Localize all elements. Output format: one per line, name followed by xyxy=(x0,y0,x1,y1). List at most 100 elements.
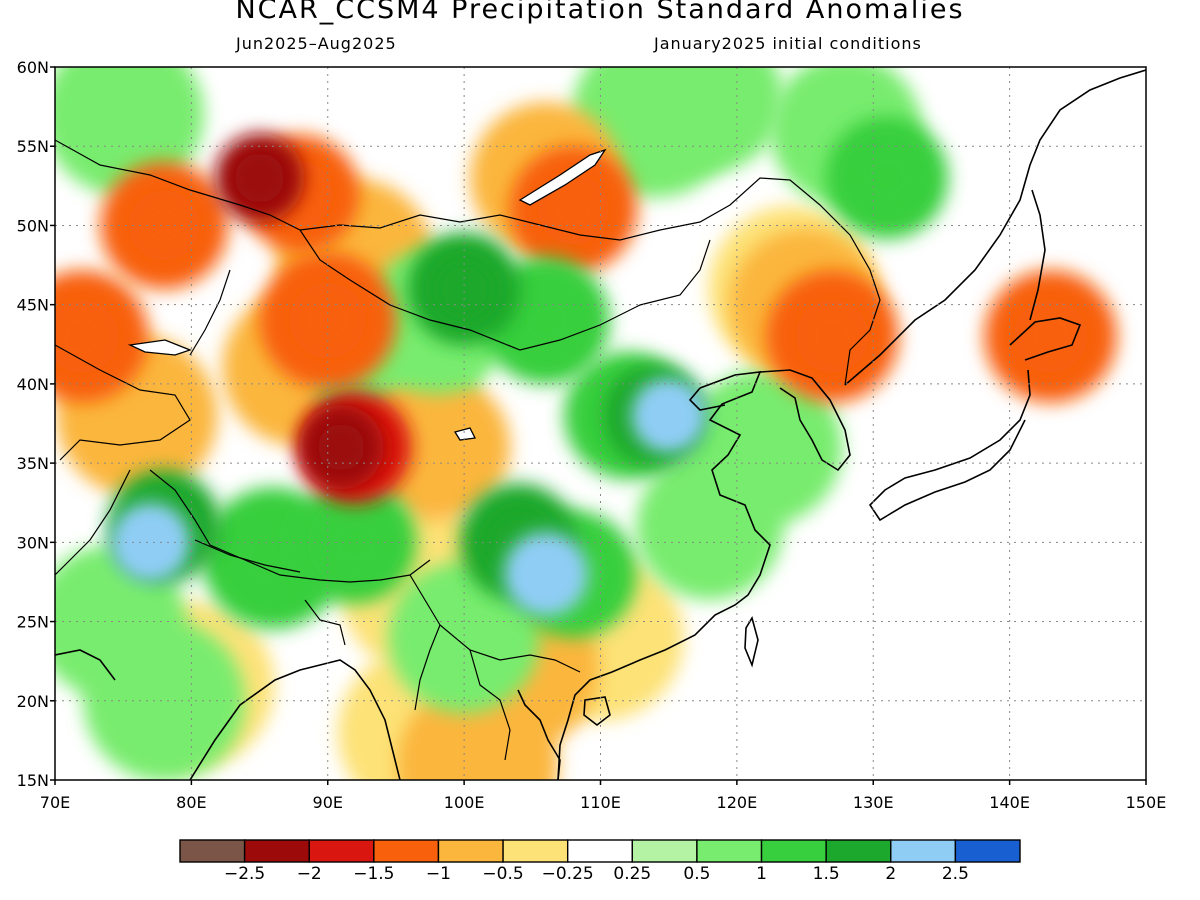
border-thailand-laos xyxy=(469,649,511,761)
border-myanmar xyxy=(409,574,441,711)
axis-ticks: 60N 55N 50N 45N 40N 35N 30N 25N 20N 15N 70E 80E 90E 1… xyxy=(17,58,1167,812)
lat-tick-label: 35N xyxy=(17,454,49,473)
lake-balkhash xyxy=(127,339,192,356)
colorbar-swatch xyxy=(373,839,440,863)
lon-tick-label: 100E xyxy=(444,793,485,812)
colorbar-tick-label: −0.5 xyxy=(482,864,523,884)
colorbar-tick-label: 0.5 xyxy=(683,864,710,884)
colorbar-swatch xyxy=(502,839,569,863)
colorbar-swatch xyxy=(179,839,246,863)
anomaly-region xyxy=(636,453,783,600)
colorbar-swatch xyxy=(308,839,375,863)
anomaly-core xyxy=(129,190,200,261)
colorbar-swatch xyxy=(566,839,634,863)
lon-tick-label: 120E xyxy=(717,793,758,812)
anomaly-region xyxy=(363,373,511,521)
initial-conditions: January2025 initial conditions xyxy=(654,34,922,53)
border-central-asia xyxy=(55,344,191,461)
anomaly-core xyxy=(55,299,119,373)
forecast-period: Jun2025–Aug2025 xyxy=(236,34,397,53)
anomaly-core xyxy=(538,174,609,245)
lon-tick-label: 80E xyxy=(176,793,206,812)
colorbar-swatch xyxy=(243,839,310,863)
colorbar-swatch xyxy=(760,839,827,863)
coastline-russia-east xyxy=(844,69,1146,386)
colorbar-tick-label: 0.25 xyxy=(613,864,651,884)
coastline-korea xyxy=(759,369,851,472)
anomaly-field xyxy=(55,67,1117,780)
lat-tick-label: 30N xyxy=(17,533,49,552)
lat-tick-label: 15N xyxy=(17,771,49,790)
lon-tick-label: 150E xyxy=(1126,793,1167,812)
lon-tick-label: 90E xyxy=(313,793,343,812)
lon-tick-label: 110E xyxy=(580,793,621,812)
lat-tick-label: 20N xyxy=(17,692,49,711)
lat-tick-label: 25N xyxy=(17,613,49,632)
colorbar-tick-label: −0.25 xyxy=(542,864,594,884)
anomaly-core xyxy=(853,144,921,212)
anomaly-core xyxy=(321,508,389,577)
lat-tick-label: 60N xyxy=(17,58,49,77)
lon-tick-label: 70E xyxy=(40,793,70,812)
coastline-japan-hokkaido xyxy=(1009,317,1082,361)
coastline-japan-honshu xyxy=(868,369,1031,522)
colorbar-tick-label: −1.5 xyxy=(353,864,394,884)
border-nepal-india xyxy=(194,539,301,573)
coastline-taiwan xyxy=(744,615,759,668)
lake-qinghai xyxy=(453,427,476,441)
colorbar-tick-label: 2 xyxy=(885,864,896,884)
coastline-hainan xyxy=(583,696,611,727)
anomaly-core xyxy=(235,153,285,203)
chart-title: NCAR_CCSM4 Precipitation Standard Anomal… xyxy=(235,0,965,25)
border-russia-kazakhstan xyxy=(55,139,301,231)
coastline-indochina xyxy=(517,689,561,780)
colorbar-tick-label: −2.5 xyxy=(224,864,265,884)
anomaly-core xyxy=(795,299,869,373)
lat-tick-label: 50N xyxy=(17,216,49,235)
anomaly-region xyxy=(55,545,186,698)
border-india-pakistan xyxy=(55,469,131,576)
lat-tick-label: 55N xyxy=(17,137,49,156)
coastlines xyxy=(55,69,1146,780)
anomaly-region xyxy=(636,67,783,173)
border-mongolia-china xyxy=(299,229,711,351)
colorbar-tick-label: −2 xyxy=(297,864,322,884)
colorbar-swatch xyxy=(631,839,698,863)
border-russia-china-mongolia xyxy=(299,177,881,386)
coastline-sakhalin xyxy=(1029,189,1046,321)
colorbar: −2.5 −2 −1.5 −1 −0.5 −0.25 0.25 0.5 1 1.5 2 2.5 xyxy=(179,839,1021,884)
colorbar-swatch xyxy=(825,839,892,863)
lakes xyxy=(127,148,607,441)
lon-tick-label: 140E xyxy=(989,793,1030,812)
lake-baikal xyxy=(518,148,607,206)
anomaly-core xyxy=(522,550,570,598)
anomaly-core xyxy=(318,424,365,471)
border-china-kazakhstan xyxy=(189,269,231,356)
anomaly-core xyxy=(234,519,313,598)
colorbar-swatch xyxy=(954,839,1021,863)
anomaly-region xyxy=(388,561,540,714)
border-china-indochina xyxy=(439,624,581,673)
anomaly-core xyxy=(510,285,582,356)
lon-tick-label: 130E xyxy=(853,793,894,812)
coastline-bay-of-bengal xyxy=(189,659,401,780)
lat-tick-label: 45N xyxy=(17,296,49,315)
colorbar-swatch xyxy=(890,839,957,863)
colorbar-tick-label: −1 xyxy=(426,864,451,884)
anomaly-core xyxy=(648,395,690,437)
lat-tick-label: 40N xyxy=(17,375,49,394)
anomaly-core xyxy=(432,257,496,320)
coastline-bohai xyxy=(688,387,726,411)
colorbar-tick-label: 2.5 xyxy=(942,864,969,884)
colorbar-swatch xyxy=(696,839,763,863)
country-borders xyxy=(55,139,881,761)
border-bangladesh xyxy=(304,599,346,646)
anomaly-core xyxy=(1014,299,1087,373)
border-himalaya xyxy=(149,469,431,583)
colorbar-tick-label: 1 xyxy=(756,864,767,884)
coastline-arabian-sea xyxy=(55,649,116,681)
colorbar-tick-label: 1.5 xyxy=(813,864,840,884)
colorbar-swatch xyxy=(437,839,504,863)
anomaly-core xyxy=(128,520,173,565)
